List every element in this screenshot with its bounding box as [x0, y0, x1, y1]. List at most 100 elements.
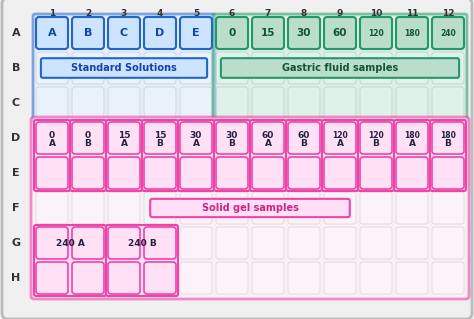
FancyBboxPatch shape	[324, 157, 356, 189]
FancyBboxPatch shape	[396, 17, 428, 49]
FancyBboxPatch shape	[288, 157, 320, 189]
FancyBboxPatch shape	[144, 17, 176, 49]
FancyBboxPatch shape	[72, 52, 104, 84]
FancyBboxPatch shape	[288, 227, 320, 259]
FancyBboxPatch shape	[252, 17, 284, 49]
FancyBboxPatch shape	[288, 52, 320, 84]
FancyBboxPatch shape	[213, 14, 467, 122]
Text: 15: 15	[261, 28, 275, 38]
FancyBboxPatch shape	[36, 227, 68, 259]
FancyBboxPatch shape	[72, 227, 104, 259]
FancyBboxPatch shape	[180, 157, 212, 189]
FancyBboxPatch shape	[360, 157, 392, 189]
Text: 30: 30	[226, 130, 238, 139]
FancyBboxPatch shape	[34, 225, 106, 296]
FancyBboxPatch shape	[324, 262, 356, 294]
FancyBboxPatch shape	[180, 17, 212, 49]
FancyBboxPatch shape	[34, 120, 70, 191]
FancyBboxPatch shape	[108, 192, 140, 224]
FancyBboxPatch shape	[360, 157, 392, 189]
FancyBboxPatch shape	[36, 87, 68, 119]
FancyBboxPatch shape	[106, 225, 178, 296]
Text: 180: 180	[404, 130, 420, 139]
Text: 11: 11	[406, 10, 418, 19]
FancyBboxPatch shape	[396, 122, 428, 154]
FancyBboxPatch shape	[72, 227, 104, 259]
FancyBboxPatch shape	[432, 122, 464, 154]
FancyBboxPatch shape	[216, 157, 248, 189]
FancyBboxPatch shape	[396, 192, 428, 224]
FancyBboxPatch shape	[180, 52, 212, 84]
FancyBboxPatch shape	[144, 52, 176, 84]
FancyBboxPatch shape	[36, 17, 68, 49]
FancyBboxPatch shape	[432, 122, 464, 154]
Text: 240: 240	[440, 28, 456, 38]
FancyBboxPatch shape	[432, 192, 464, 224]
FancyBboxPatch shape	[180, 122, 212, 154]
FancyBboxPatch shape	[72, 122, 104, 154]
FancyBboxPatch shape	[36, 157, 68, 189]
Text: A: A	[48, 139, 55, 149]
FancyBboxPatch shape	[360, 262, 392, 294]
FancyBboxPatch shape	[108, 122, 140, 154]
Text: B: B	[373, 139, 380, 149]
Text: 240 A: 240 A	[55, 239, 84, 248]
FancyBboxPatch shape	[178, 120, 214, 191]
FancyBboxPatch shape	[252, 192, 284, 224]
FancyBboxPatch shape	[180, 87, 212, 119]
Text: E: E	[12, 168, 20, 178]
Text: G: G	[11, 238, 20, 248]
FancyBboxPatch shape	[396, 262, 428, 294]
FancyBboxPatch shape	[396, 227, 428, 259]
FancyBboxPatch shape	[252, 17, 284, 49]
FancyBboxPatch shape	[41, 58, 207, 78]
FancyBboxPatch shape	[180, 227, 212, 259]
FancyBboxPatch shape	[358, 120, 394, 191]
Text: 120: 120	[368, 28, 384, 38]
FancyBboxPatch shape	[216, 52, 248, 84]
Text: 180: 180	[404, 28, 420, 38]
Text: C: C	[120, 28, 128, 38]
FancyBboxPatch shape	[72, 262, 104, 294]
FancyBboxPatch shape	[288, 122, 320, 154]
FancyBboxPatch shape	[108, 227, 140, 259]
FancyBboxPatch shape	[432, 262, 464, 294]
FancyBboxPatch shape	[324, 17, 356, 49]
FancyBboxPatch shape	[324, 157, 356, 189]
FancyBboxPatch shape	[36, 157, 68, 189]
Text: 240 B: 240 B	[128, 239, 156, 248]
FancyBboxPatch shape	[288, 157, 320, 189]
FancyBboxPatch shape	[288, 17, 320, 49]
FancyBboxPatch shape	[216, 262, 248, 294]
FancyBboxPatch shape	[216, 17, 248, 49]
FancyBboxPatch shape	[216, 17, 248, 49]
FancyBboxPatch shape	[31, 117, 469, 299]
Text: D: D	[11, 133, 21, 143]
FancyBboxPatch shape	[108, 262, 140, 294]
Text: A: A	[12, 28, 20, 38]
FancyBboxPatch shape	[108, 52, 140, 84]
FancyBboxPatch shape	[324, 122, 356, 154]
Text: E: E	[192, 28, 200, 38]
FancyBboxPatch shape	[396, 157, 428, 189]
Text: A: A	[120, 139, 128, 149]
FancyBboxPatch shape	[214, 120, 250, 191]
Text: 0: 0	[49, 130, 55, 139]
Text: A: A	[409, 139, 416, 149]
FancyBboxPatch shape	[324, 192, 356, 224]
FancyBboxPatch shape	[396, 17, 428, 49]
FancyBboxPatch shape	[286, 120, 322, 191]
FancyBboxPatch shape	[324, 227, 356, 259]
FancyBboxPatch shape	[360, 17, 392, 49]
FancyBboxPatch shape	[360, 227, 392, 259]
FancyBboxPatch shape	[324, 87, 356, 119]
Text: 120: 120	[368, 130, 384, 139]
FancyBboxPatch shape	[72, 87, 104, 119]
FancyBboxPatch shape	[144, 17, 176, 49]
FancyBboxPatch shape	[142, 120, 178, 191]
Text: A: A	[337, 139, 344, 149]
FancyBboxPatch shape	[360, 122, 392, 154]
Text: 60: 60	[262, 130, 274, 139]
FancyBboxPatch shape	[221, 58, 459, 78]
FancyBboxPatch shape	[108, 17, 140, 49]
